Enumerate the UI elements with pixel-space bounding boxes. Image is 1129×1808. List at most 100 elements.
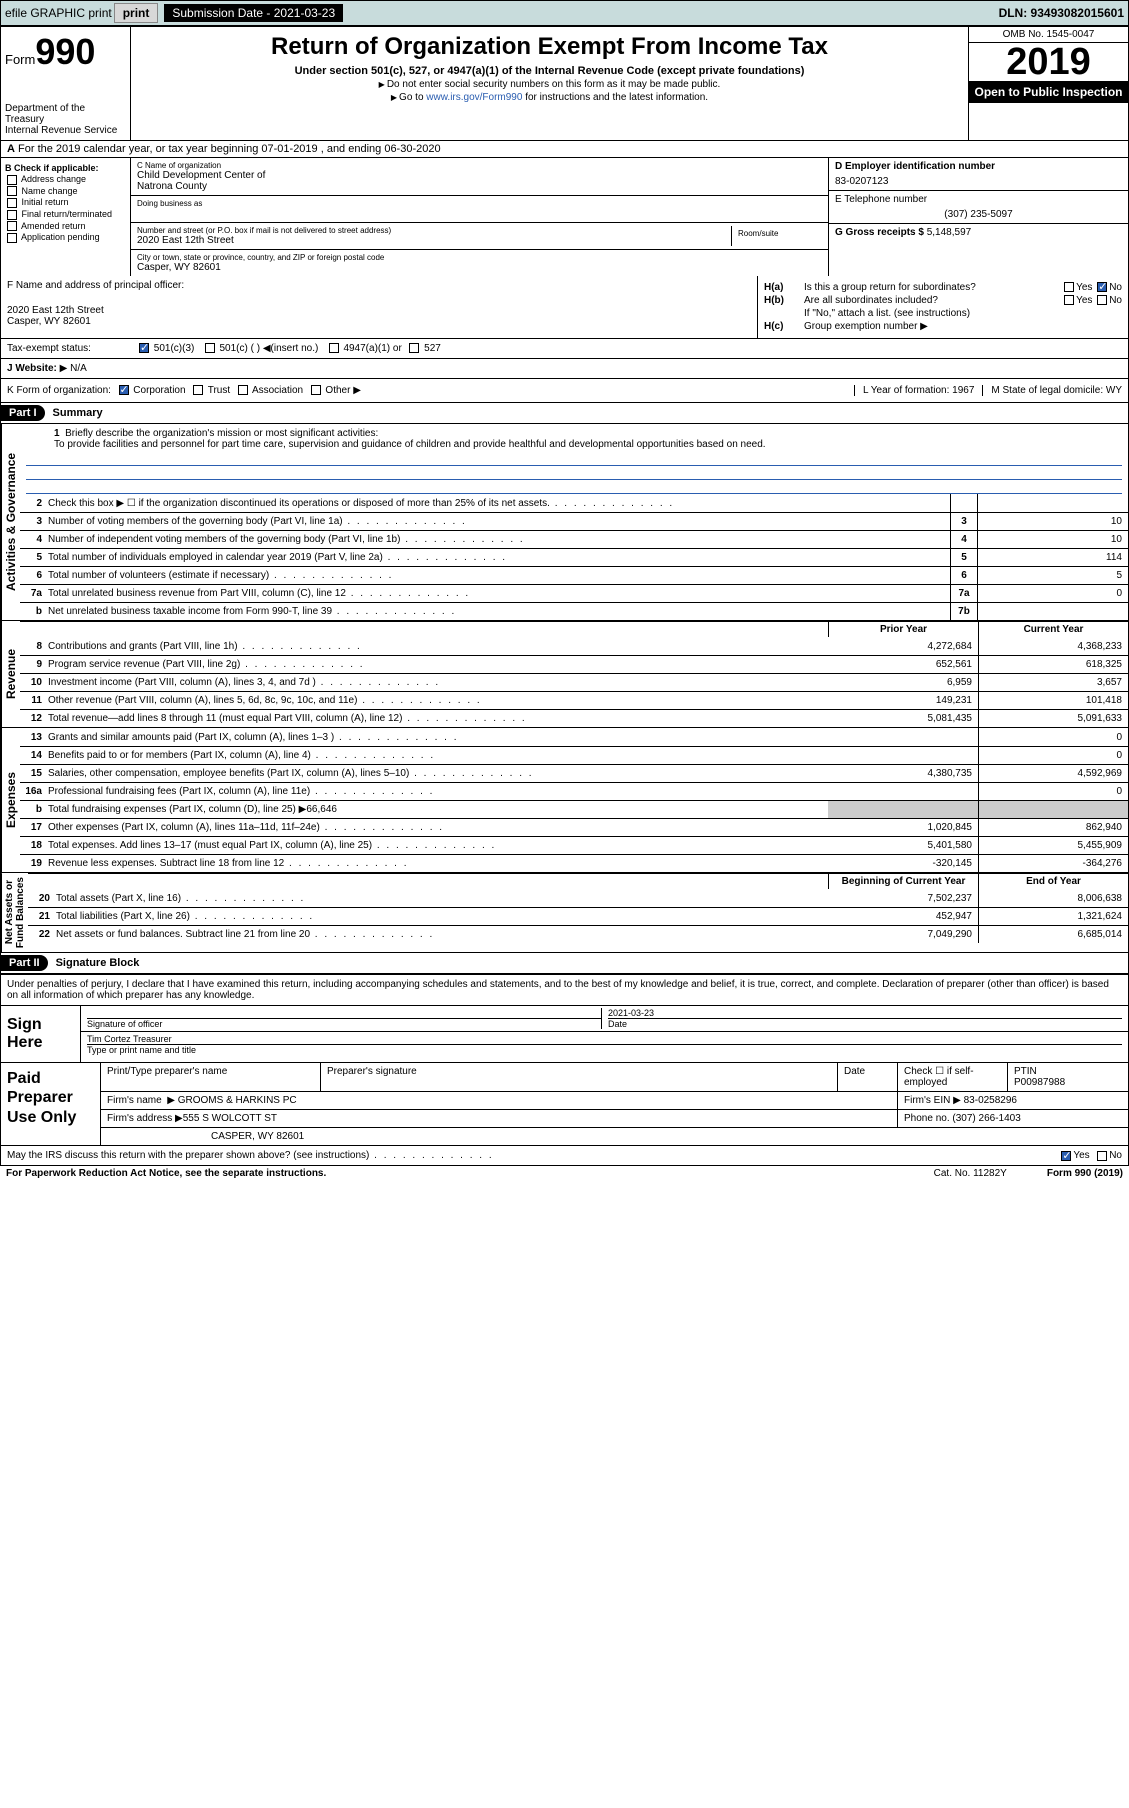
efile-label: efile GRAPHIC print [5,6,112,20]
col-headers-rev: Prior YearCurrent Year [20,621,1128,637]
block-b-c-d: B Check if applicable: Address change Na… [0,158,1129,276]
cb-name: Name change [5,186,126,197]
gross-label: G Gross receipts $ [835,227,924,238]
vlabel-expenses: Expenses [1,728,20,872]
officer-label: F Name and address of principal officer: [7,280,751,291]
street-address: 2020 East 12th Street [137,235,731,246]
gross-value: 5,148,597 [927,227,972,238]
table-row: 19Revenue less expenses. Subtract line 1… [20,854,1128,872]
form-subtitle: Under section 501(c), 527, or 4947(a)(1)… [137,65,962,77]
l-year-formation: L Year of formation: 1967 [854,385,974,396]
officer-addr2: Casper, WY 82601 [7,316,751,327]
table-row: 6Total number of volunteers (estimate if… [20,566,1128,584]
table-row: 5Total number of individuals employed in… [20,548,1128,566]
part2-title: Signature Block [56,957,140,969]
table-row: 14Benefits paid to or for members (Part … [20,746,1128,764]
vlabel-netassets: Net Assets or Fund Balances [1,873,28,952]
table-row: 2Check this box ▶ ☐ if the organization … [20,494,1128,512]
firm-name: GROOMS & HARKINS PC [178,1095,297,1106]
preparer-label: Paid Preparer Use Only [1,1063,101,1145]
blank-line [26,466,1122,480]
mission-text: To provide facilities and personnel for … [54,439,766,450]
prep-date-hdr: Date [838,1063,898,1091]
cb-pending: Application pending [5,232,126,243]
cat-number: Cat. No. 11282Y [934,1168,1007,1179]
col-d-ein: D Employer identification number 83-02071… [828,158,1128,276]
top-toolbar: efile GRAPHIC print print Submission Dat… [0,0,1129,26]
discuss-question: May the IRS discuss this return with the… [7,1150,369,1161]
row-tax-status: Tax-exempt status: 501(c)(3) 501(c) ( ) … [0,339,1129,359]
dln-label: DLN: 93493082015601 [999,6,1124,20]
note-link: Go to www.irs.gov/Form990 for instructio… [137,92,962,103]
table-row: 21Total liabilities (Part X, line 26)452… [28,907,1128,925]
cb-final: Final return/terminated [5,209,126,220]
form-title: Return of Organization Exempt From Incom… [137,33,962,61]
col-h-group: H(a)Is this a group return for subordina… [758,276,1128,338]
table-row: 16aProfessional fundraising fees (Part I… [20,782,1128,800]
firm-ein: 83-0258296 [964,1095,1017,1106]
print-button[interactable]: print [114,3,159,23]
officer-addr1: 2020 East 12th Street [7,305,751,316]
sig-intro: Under penalties of perjury, I declare th… [0,975,1129,1006]
prep-sig-hdr: Preparer's signature [321,1063,838,1091]
table-row: 18Total expenses. Add lines 13–17 (must … [20,836,1128,854]
col-b-header: B Check if applicable: [5,163,126,173]
table-row: 12Total revenue—add lines 8 through 11 (… [20,709,1128,727]
table-row: bTotal fundraising expenses (Part IX, co… [20,800,1128,818]
hb-text: Are all subordinates included? [804,295,1062,306]
table-row: 17Other expenses (Part IX, column (A), l… [20,818,1128,836]
paid-preparer-block: Paid Preparer Use Only Print/Type prepar… [0,1063,1129,1146]
table-row: 15Salaries, other compensation, employee… [20,764,1128,782]
table-row: 9Program service revenue (Part VIII, lin… [20,655,1128,673]
paperwork-notice: For Paperwork Reduction Act Notice, see … [6,1168,326,1179]
sig-officer-label: Signature of officer [87,1018,601,1029]
form-header: Form990 Department of the Treasury Inter… [0,26,1129,141]
suite-label: Room/suite [738,229,816,238]
sign-here-block: Sign Here Signature of officer 2021-03-23… [0,1006,1129,1063]
website-label: J Website: [7,363,57,374]
ein-value: 83-0207123 [835,176,1122,187]
table-row: 13Grants and similar amounts paid (Part … [20,728,1128,746]
mission-label: Briefly describe the organization's miss… [65,428,378,439]
cb-amended: Amended return [5,221,126,232]
row-f-h: F Name and address of principal officer:… [0,276,1129,339]
table-row: 8Contributions and grants (Part VIII, li… [20,637,1128,655]
firm-addr1: 555 S WOLCOTT ST [183,1113,277,1124]
row-a-period: A For the 2019 calendar year, or tax yea… [0,141,1129,158]
table-row: 3Number of voting members of the governi… [20,512,1128,530]
open-public-label: Open to Public Inspection [969,81,1128,103]
cb-address: Address change [5,174,126,185]
col-c-org: C Name of organizationChild Development … [131,158,828,276]
blank-line [26,452,1122,466]
vlabel-governance: Activities & Governance [1,424,20,620]
mission-block: 1 Briefly describe the organization's mi… [20,424,1128,452]
col-b-checkboxes: B Check if applicable: Address change Na… [1,158,131,276]
hb-note: If "No," attach a list. (see instruction… [764,308,1122,319]
tax-status-label: Tax-exempt status: [7,343,137,354]
row-k-form-org: K Form of organization: Corporation Trus… [0,379,1129,403]
ein-label: D Employer identification number [835,161,995,172]
form-number: Form990 [5,31,126,73]
firm-addr2: CASPER, WY 82601 [101,1128,1128,1145]
dept-label: Department of the Treasury Internal Reve… [5,103,126,136]
table-row: 22Net assets or fund balances. Subtract … [28,925,1128,943]
irs-link[interactable]: www.irs.gov/Form990 [426,92,522,103]
col-f-officer: F Name and address of principal officer:… [1,276,758,338]
table-row: 4Number of independent voting members of… [20,530,1128,548]
submission-date: Submission Date - 2021-03-23 [164,4,343,22]
org-name-label: C Name of organization [137,161,822,170]
part-2: Part II Signature Block [0,953,1129,975]
part2-num: Part II [1,955,48,971]
sign-here-label: Sign Here [1,1006,81,1062]
part1-title: Summary [53,407,103,419]
k-label: K Form of organization: [7,385,111,396]
row-website: J Website: ▶ N/A [0,359,1129,379]
table-row: 7aTotal unrelated business revenue from … [20,584,1128,602]
sig-date: 2021-03-23 [608,1008,1122,1018]
vlabel-revenue: Revenue [1,621,20,727]
tel-label: E Telephone number [835,194,927,205]
dba-label: Doing business as [137,199,822,208]
note-ssn: Do not enter social security numbers on … [137,79,962,90]
ptin-value: P00987988 [1014,1077,1122,1088]
table-row: 10Investment income (Part VIII, column (… [20,673,1128,691]
